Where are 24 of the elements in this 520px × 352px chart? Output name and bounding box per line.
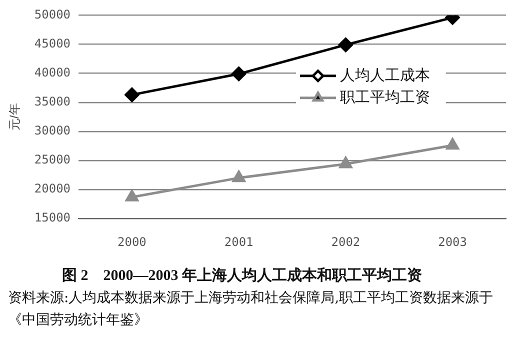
point bbox=[339, 156, 352, 168]
x-tick-label: 2002 bbox=[331, 234, 360, 249]
legend-label: 职工平均工资 bbox=[340, 88, 430, 106]
point bbox=[126, 190, 138, 202]
y-tick-label: 15000 bbox=[34, 210, 71, 225]
x-tick-label: 2001 bbox=[224, 234, 254, 249]
point bbox=[232, 170, 246, 182]
point bbox=[124, 88, 140, 102]
point bbox=[338, 38, 353, 52]
x-tick-label: 2000 bbox=[118, 234, 146, 249]
text: 资料来源:人均成本数据来源于上海劳动和社会保障局,职工平均工资数据来源于《中国劳动统计年鉴》 bbox=[8, 289, 494, 330]
y-tick-label: 45000 bbox=[34, 36, 71, 50]
y-tick-label: 25000 bbox=[34, 152, 71, 167]
y-axis-title: 元/年 bbox=[8, 103, 22, 131]
y-tick-label: 35000 bbox=[34, 94, 71, 108]
y-tick-label: 30000 bbox=[34, 124, 71, 138]
legend-label: 人均人工成本 bbox=[340, 66, 430, 84]
y-tick-label: 40000 bbox=[34, 65, 71, 80]
point bbox=[446, 138, 460, 150]
x-tick-label: 2003 bbox=[438, 234, 468, 249]
y-tick-label: 20000 bbox=[34, 182, 71, 196]
text: 图 2 2000—2003 年上海人均人工成本和职工平均工资 bbox=[62, 266, 423, 285]
point bbox=[232, 66, 246, 82]
y-tick-label: 50000 bbox=[34, 7, 71, 22]
